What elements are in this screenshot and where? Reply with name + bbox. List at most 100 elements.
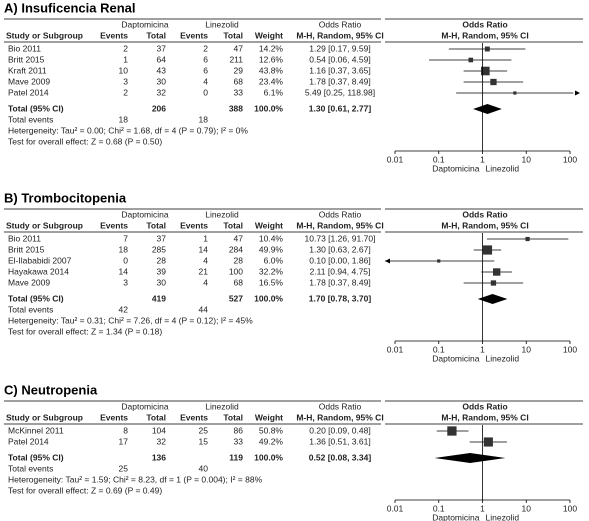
heterogeneity: Hetergeneity: Tau² = 0.00; Chi² = 1.68, … [8, 125, 248, 135]
weight: 50.8% [259, 425, 284, 435]
total: 86 [234, 425, 244, 435]
events: 18 [119, 114, 129, 124]
panel-title: B) Trombocitopenia [4, 190, 127, 205]
x-tick-label: 0.01 [387, 503, 404, 513]
total: 285 [152, 244, 166, 254]
total-header: Total [223, 220, 243, 230]
total: 284 [229, 244, 243, 254]
total: 211 [229, 54, 243, 64]
group-header: Linezolid [205, 209, 239, 219]
total: 32 [157, 87, 167, 97]
study-name: Bio 2011 [8, 233, 41, 243]
x-label-right: Linezolid [486, 512, 520, 521]
total: 119 [229, 452, 243, 462]
events-label: Total events [8, 114, 53, 124]
total: 388 [229, 103, 243, 113]
total: 419 [152, 293, 166, 303]
study-header: Study or Subgroup [6, 30, 83, 40]
study-box [490, 78, 497, 86]
x-tick-label: 10 [522, 344, 532, 354]
total: 100 [229, 266, 243, 276]
study-box [525, 236, 530, 242]
plot-area [385, 236, 569, 304]
group-header: Daptomicina [121, 401, 169, 411]
x-tick-label: 100 [563, 503, 577, 513]
odds-ratio: 5.49 [0.25, 118.98] [305, 87, 375, 97]
total: 527 [229, 293, 243, 303]
weight: 32.2% [259, 266, 284, 276]
total-header: Total [146, 220, 166, 230]
study-box [481, 66, 490, 76]
x-tick-label: 1 [480, 154, 485, 164]
plot-header: Odds Ratio [462, 401, 507, 411]
study-name: Britt 2015 [8, 54, 45, 64]
weight: 100.0% [254, 452, 283, 462]
weight-header: Weight [255, 30, 283, 40]
total-label: Total (95% CI) [8, 293, 64, 303]
or-method-header: M-H, Random, 95% CI [296, 30, 383, 40]
odds-ratio: 0.54 [0.06, 4.59] [309, 54, 370, 64]
weight: 23.4% [259, 76, 284, 86]
events: 10 [119, 65, 129, 75]
x-tick-label: 0.01 [387, 344, 404, 354]
plot-area [434, 426, 507, 463]
events: 15 [199, 436, 209, 446]
plot-method-header: M-H, Random, 95% CI [441, 220, 528, 230]
events: 3 [123, 76, 128, 86]
total: 28 [157, 255, 167, 265]
x-tick-label: 0.1 [433, 503, 445, 513]
total: 29 [234, 65, 244, 75]
total-header: Total [146, 412, 166, 422]
study-box [492, 268, 501, 276]
heterogeneity: Heterogeneity: Tau² = 1.59; Chi² = 8.23,… [8, 474, 263, 484]
plot-method-header: M-H, Random, 95% CI [441, 412, 528, 422]
study-name: El-Ilababidi 2007 [8, 255, 72, 265]
events: 7 [123, 233, 128, 243]
odds-ratio: 1.30 [0.61, 2.77] [309, 103, 372, 113]
events-header: Events [100, 220, 128, 230]
odds-ratio: 0.52 [0.08, 3.34] [309, 452, 372, 462]
events: 0 [123, 255, 128, 265]
heterogeneity: Hetergeneity: Tau² = 0.31; Chi² = 7.26, … [8, 315, 253, 325]
events: 17 [119, 436, 129, 446]
study-box [513, 91, 517, 95]
events: 6 [203, 54, 208, 64]
total-header: Total [223, 412, 243, 422]
total: 206 [152, 103, 166, 113]
total-header: Total [146, 30, 166, 40]
or-method-header: M-H, Random, 95% CI [296, 412, 383, 422]
odds-ratio: 0.20 [0.09, 0.48] [309, 425, 370, 435]
ci-arrow [385, 258, 390, 264]
study-name: Britt 2015 [8, 244, 45, 254]
weight: 14.2% [259, 43, 284, 53]
weight: 43.8% [259, 65, 284, 75]
x-label-right: Linezolid [486, 353, 520, 363]
events: 3 [123, 277, 128, 287]
total: 28 [234, 255, 244, 265]
or-header: Odds Ratio [319, 401, 362, 411]
total-label: Total (95% CI) [8, 103, 64, 113]
weight: 16.5% [259, 277, 284, 287]
events: 42 [119, 304, 129, 314]
study-name: Patel 2014 [8, 436, 49, 446]
x-tick-label: 100 [563, 154, 577, 164]
total: 64 [157, 54, 167, 64]
study-name: Mave 2009 [8, 277, 50, 287]
x-label-right: Linezolid [486, 163, 520, 173]
events: 2 [123, 87, 128, 97]
events-header: Events [100, 30, 128, 40]
study-box [447, 426, 457, 436]
total: 39 [157, 266, 167, 276]
weight: 100.0% [254, 103, 283, 113]
total: 30 [157, 277, 167, 287]
overall-effect: Test for overall effect: Z = 1.34 (P = 0… [8, 326, 162, 336]
events: 44 [199, 304, 209, 314]
odds-ratio: 1.78 [0.37, 8.49] [309, 76, 370, 86]
overall-effect: Test for overall effect: Z = 0.68 (P = 0… [8, 136, 162, 146]
x-tick-label: 1 [480, 344, 485, 354]
panel-title: C) Neutropenia [4, 382, 98, 397]
events-label: Total events [8, 304, 53, 314]
total-header: Total [223, 30, 243, 40]
study-box [468, 57, 474, 63]
odds-ratio: 1.16 [0.37, 3.65] [309, 65, 370, 75]
